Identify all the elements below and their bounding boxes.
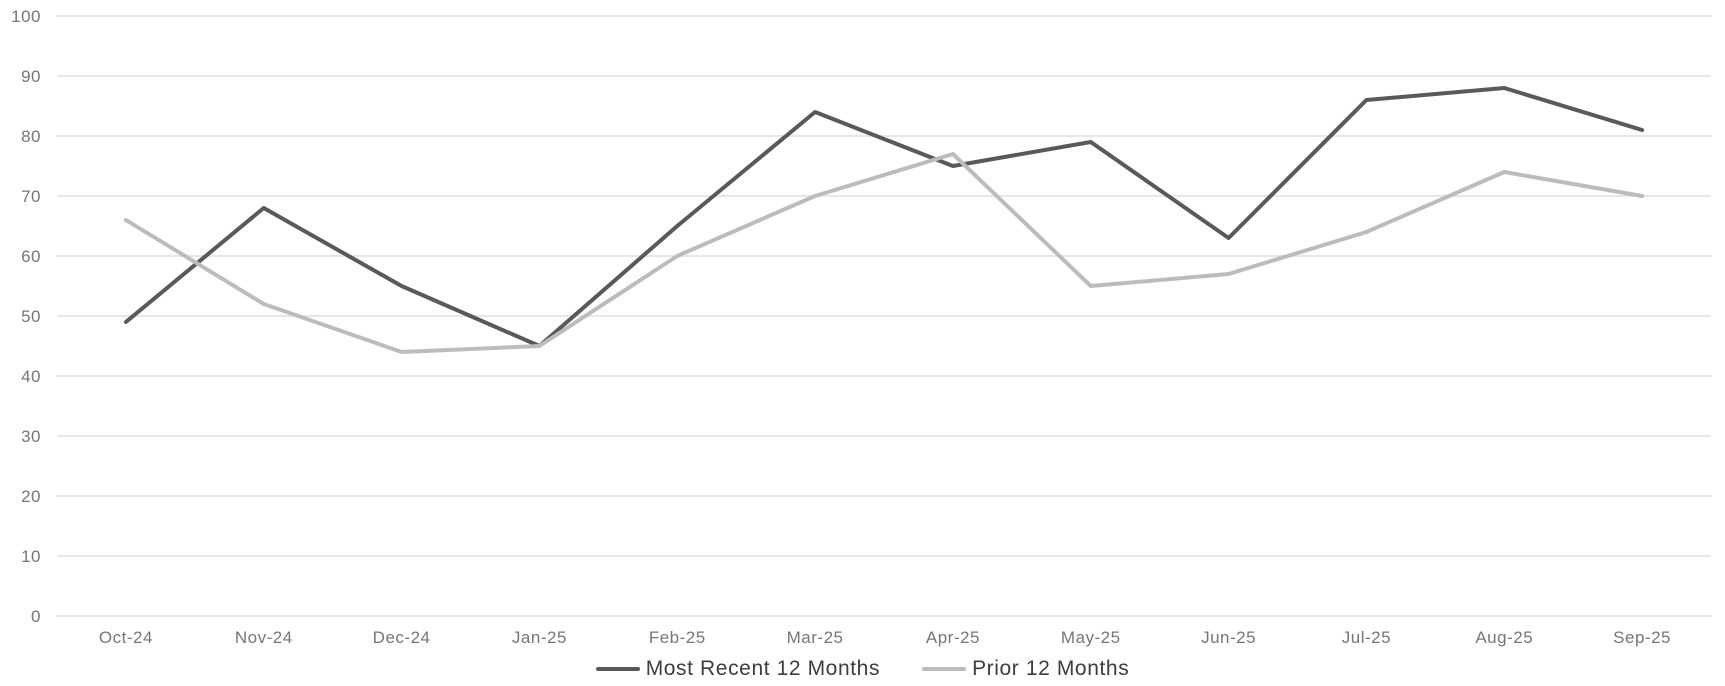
legend-label-most-recent: Most Recent 12 Months xyxy=(645,657,881,680)
series-line-prior xyxy=(123,152,1645,354)
y-tick-label: 80 xyxy=(21,127,41,146)
y-tick-label: 60 xyxy=(21,247,41,266)
x-axis-label: Oct-24 xyxy=(99,628,153,647)
x-axis-label: Dec-24 xyxy=(373,628,431,647)
legend-label-prior: Prior 12 Months xyxy=(972,657,1130,680)
x-axis-label: Apr-25 xyxy=(926,628,980,647)
y-tick-label: 20 xyxy=(21,487,41,506)
x-axis-label: Jan-25 xyxy=(512,628,567,647)
chart-legend: Most Recent 12 Months Prior 12 Months xyxy=(0,652,1725,686)
legend-item-prior: Prior 12 Months xyxy=(922,657,1129,681)
y-tick-label: 50 xyxy=(21,307,41,326)
legend-item-most-recent: Most Recent 12 Months xyxy=(595,657,881,681)
y-tick-label: 70 xyxy=(21,187,41,206)
y-tick-label: 40 xyxy=(21,367,41,386)
x-axis-label: May-25 xyxy=(1061,628,1121,647)
y-tick-label: 10 xyxy=(21,547,41,566)
y-tick-label: 90 xyxy=(21,67,41,86)
y-tick-label: 0 xyxy=(31,607,41,626)
y-tick-label: 30 xyxy=(21,427,41,446)
prior-line-swatch xyxy=(922,667,967,671)
x-axis-label: Feb-25 xyxy=(649,628,706,647)
x-axis-label: Mar-25 xyxy=(787,628,844,647)
x-axis-label: Jul-25 xyxy=(1342,628,1391,647)
x-axis-label: Aug-25 xyxy=(1475,628,1533,647)
most-recent-line-swatch xyxy=(595,667,640,671)
x-axis-label: Jun-25 xyxy=(1201,628,1256,647)
series-line-most-recent xyxy=(123,86,1645,348)
x-axis-label: Sep-25 xyxy=(1613,628,1671,647)
x-axis-label: Nov-24 xyxy=(235,628,293,647)
y-tick-label: 100 xyxy=(11,7,41,26)
